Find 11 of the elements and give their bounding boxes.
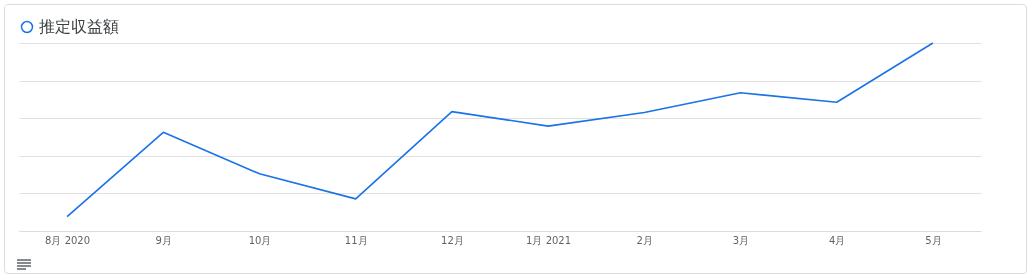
legend-label: 推定収益額 (39, 17, 119, 36)
x-tick-label: 4月 (829, 234, 846, 246)
x-tick-label: 1月 2021 (526, 234, 572, 246)
x-tick-label: 5月 (925, 234, 942, 246)
x-tick-label: 8月 2020 (45, 234, 91, 246)
x-tick-label: 9月 (155, 234, 172, 246)
x-tick-label: 10月 (248, 234, 272, 246)
x-tick-label: 11月 (344, 234, 368, 246)
x-tick-label: 2月 (636, 234, 653, 246)
x-tick-label: 3月 (732, 234, 750, 246)
x-tick-label: 12月 (441, 234, 464, 246)
